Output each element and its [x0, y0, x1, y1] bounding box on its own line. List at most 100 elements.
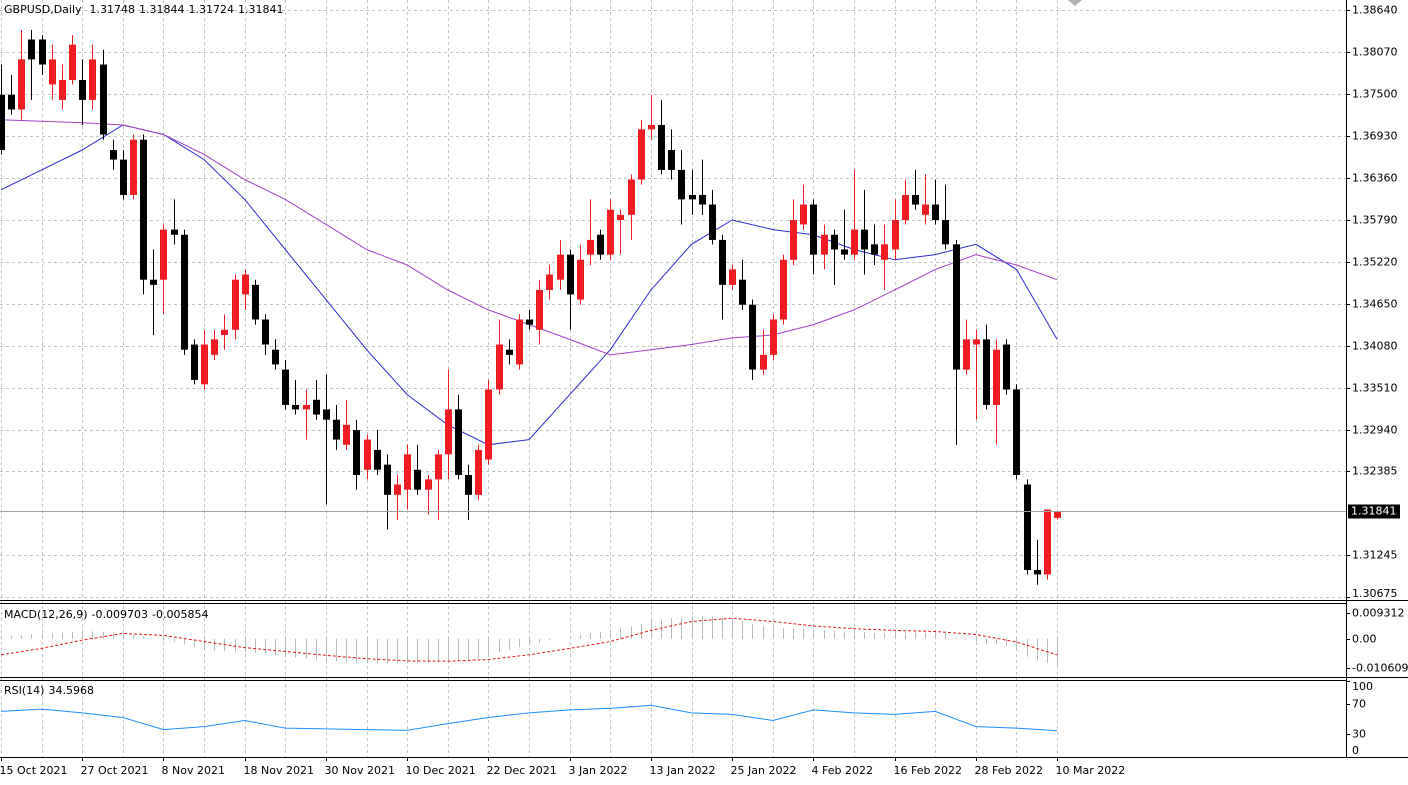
candle-body [1034, 570, 1041, 575]
candle-body [658, 124, 665, 170]
candle-body [465, 474, 472, 495]
candle-body [526, 319, 533, 325]
candle-body [689, 194, 696, 200]
candle-body [262, 319, 269, 345]
candle-body [739, 279, 746, 305]
candle-body [150, 279, 157, 285]
x-tick-label: 15 Oct 2021 [0, 764, 68, 777]
y-tick-label: 1.30675 [1352, 587, 1398, 600]
candle-body [719, 239, 726, 285]
macd-title: MACD(12,26,9) [4, 608, 88, 621]
candle-body [1003, 344, 1010, 390]
candle-body [69, 44, 76, 81]
candle-body [374, 449, 381, 470]
candle-body [49, 59, 56, 85]
candle-body [0, 94, 5, 151]
candle-body [506, 349, 513, 355]
candle-body [942, 220, 949, 245]
candle-body [1024, 484, 1031, 571]
candle-body [831, 234, 838, 250]
candle-body [902, 194, 909, 221]
candle-body [617, 214, 624, 221]
candle-body [922, 204, 929, 215]
open: 1.31748 [90, 3, 136, 16]
marks [0, 29, 1346, 732]
symbol: GBPUSD,Daily [4, 3, 82, 16]
candle-body [983, 339, 990, 405]
candle-body [232, 279, 239, 330]
candle-body [871, 244, 878, 255]
price-label: 1.31841 [1351, 505, 1397, 518]
y-tick-label: 1.36360 [1352, 172, 1398, 185]
x-tick-label: 8 Nov 2021 [162, 764, 225, 777]
candle-body [252, 284, 259, 320]
candle-body [932, 204, 939, 221]
candle-body [1044, 509, 1051, 575]
candle-body [1013, 389, 1020, 475]
y-tick-label: -0.010609 [1352, 662, 1408, 675]
candle-body [851, 229, 858, 255]
candle-body [384, 464, 391, 495]
candle-body [597, 234, 604, 255]
candle-body [485, 389, 492, 460]
candle-body [607, 209, 614, 255]
candle-body [963, 339, 970, 370]
x-tick-label: 10 Dec 2021 [406, 764, 476, 777]
candle-body [628, 179, 635, 215]
candle-body [394, 484, 401, 495]
candle-body [404, 454, 411, 490]
rsi-title: RSI(14) [4, 684, 44, 697]
candle-body [100, 64, 107, 135]
candle-body [353, 430, 360, 475]
candle-body [729, 269, 736, 285]
indicator-line [0, 617, 1058, 662]
candle-body [892, 220, 899, 250]
candle-body [536, 290, 543, 330]
candle-body [455, 409, 462, 475]
candle-body [181, 234, 188, 350]
candle-body [292, 404, 299, 410]
candle-body [790, 220, 797, 260]
x-tick-label: 25 Jan 2022 [731, 764, 797, 777]
candle-body [343, 424, 350, 445]
candle-body [973, 339, 980, 345]
y-tick-label: 0.00 [1352, 633, 1377, 646]
candle-body [780, 259, 787, 320]
macd-main: -0.009703 [92, 608, 148, 621]
x-tick-label: 30 Nov 2021 [325, 764, 395, 777]
candle-body [79, 80, 86, 100]
x-tick-label: 3 Jan 2022 [569, 764, 628, 777]
y-tick-label: 1.35790 [1352, 214, 1398, 227]
candle-body [18, 59, 25, 110]
candle-body [496, 344, 503, 390]
candle-body [668, 150, 675, 170]
candle-body [364, 439, 371, 470]
candle-body [39, 39, 46, 65]
candle-body [140, 139, 147, 280]
candle-body [242, 274, 249, 295]
candle-body [211, 339, 218, 355]
y-tick-label: 1.33510 [1352, 382, 1398, 395]
candle-body [272, 349, 279, 365]
candle-body [130, 139, 137, 195]
candle-body [414, 469, 421, 490]
candle-body [171, 229, 178, 235]
x-tick-label: 28 Feb 2022 [975, 764, 1043, 777]
y-tick-label: 0.009312 [1352, 607, 1405, 620]
y-tick-label: 1.38070 [1352, 46, 1398, 59]
y-tick-label: 1.38640 [1352, 4, 1398, 17]
close: 1.31841 [238, 3, 284, 16]
candle-body [648, 124, 655, 130]
y-tick-label: 1.32385 [1352, 465, 1398, 478]
y-tick-label: 100 [1352, 680, 1373, 693]
y-tick-label: 0 [1352, 744, 1359, 757]
candle-body [8, 94, 15, 110]
candle-body [993, 349, 1000, 405]
macd-header: MACD(12,26,9) -0.009703 -0.005854 [4, 608, 208, 621]
candle-body [435, 454, 442, 480]
candle-body [160, 229, 167, 280]
symbol-header: GBPUSD,Daily 1.31748 1.31844 1.31724 1.31841 [4, 3, 284, 16]
y-tick-label: 1.34650 [1352, 298, 1398, 311]
candle-body [282, 369, 289, 405]
